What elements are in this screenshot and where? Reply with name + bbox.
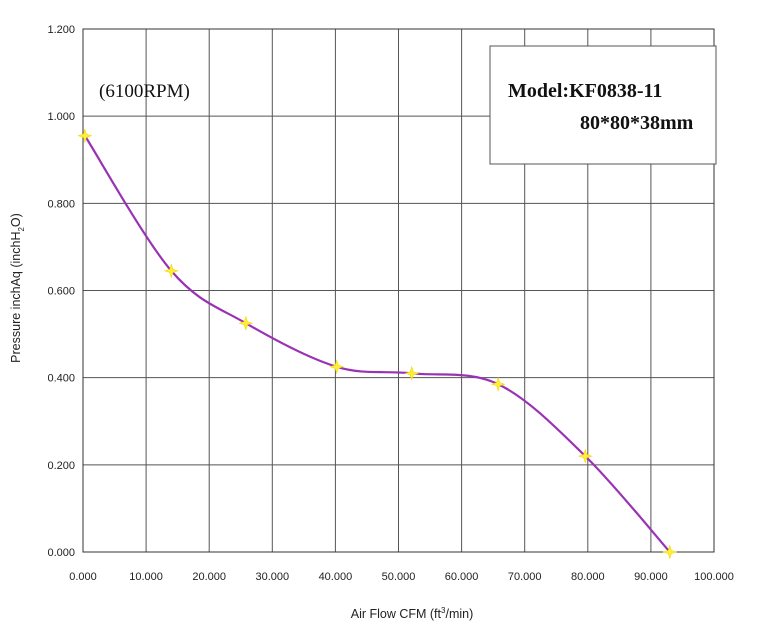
- x-tick-label: 0.000: [69, 571, 97, 583]
- series-line: [83, 135, 671, 553]
- y-tick-label: 0.000: [47, 547, 75, 559]
- y-tick-labels: 0.000 0.200 0.400 0.600 0.800 1.000 1.200: [47, 24, 75, 559]
- x-tick-label: 30.000: [255, 571, 289, 583]
- size-label: 80*80*38mm: [580, 112, 694, 134]
- data-point-marker: [238, 315, 254, 331]
- data-point-marker: [577, 448, 593, 464]
- x-tick-label: 100.000: [694, 571, 734, 583]
- rpm-annotation: (6100RPM): [99, 81, 190, 102]
- x-tick-label: 70.000: [508, 571, 542, 583]
- y-tick-label: 0.200: [47, 460, 75, 472]
- x-tick-label: 20.000: [192, 571, 226, 583]
- x-tick-label: 80.000: [571, 571, 605, 583]
- data-point-marker: [490, 376, 506, 392]
- data-point-marker: [77, 128, 93, 144]
- y-tick-label: 1.000: [47, 111, 75, 123]
- x-tick-label: 90.000: [634, 571, 668, 583]
- plot-area: [82, 28, 715, 553]
- x-tick-label: 10.000: [129, 571, 163, 583]
- y-tick-label: 0.600: [47, 286, 75, 298]
- data-point-marker: [329, 359, 345, 375]
- model-label: Model:KF0838-11: [508, 80, 662, 102]
- model-legend-box: [489, 45, 717, 165]
- x-axis-title: Air Flow CFM (ft3/min): [351, 606, 474, 621]
- data-point-marker: [404, 365, 420, 381]
- x-tick-label: 40.000: [319, 571, 353, 583]
- data-points: [77, 128, 678, 560]
- x-tick-label: 50.000: [382, 571, 416, 583]
- y-tick-label: 0.800: [47, 198, 75, 210]
- y-tick-label: 1.200: [47, 24, 75, 36]
- y-axis-title: Pressure inchAq (inchH2O): [9, 213, 26, 363]
- x-tick-labels: 0.000 10.000 20.000 30.000 40.000 50.000 60.00…: [69, 571, 734, 583]
- y-tick-label: 0.400: [47, 373, 75, 385]
- data-point-marker: [662, 544, 678, 560]
- x-tick-label: 60.000: [445, 571, 479, 583]
- data-point-marker: [163, 263, 179, 279]
